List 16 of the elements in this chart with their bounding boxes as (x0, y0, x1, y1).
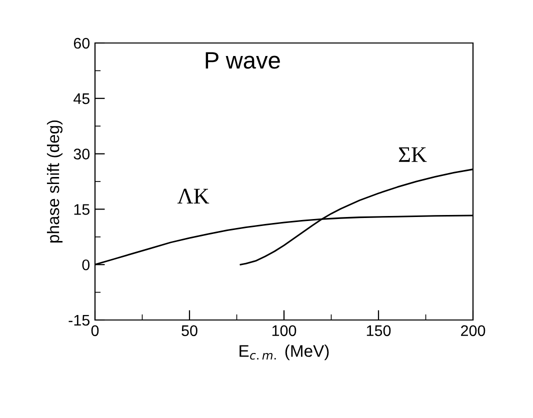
series-label: ΛK (177, 188, 210, 204)
y-tick-label: -15 (68, 315, 90, 326)
y-tick-label: 60 (74, 38, 90, 49)
x-tick-label: 0 (91, 325, 99, 336)
chart-title: P wave (206, 52, 280, 69)
x-tick-label: 200 (461, 325, 486, 336)
x-tick-label: 150 (366, 325, 391, 336)
y-tick-label: 15 (74, 204, 90, 215)
x-tick-label: 50 (182, 325, 198, 336)
y-tick-label: 45 (74, 93, 90, 104)
y-tick-label: 30 (74, 148, 90, 160)
y-tick-label: 0 (82, 259, 90, 270)
y-axis-title: phase shift (deg) (46, 120, 63, 242)
series-label: ΣK (398, 147, 427, 162)
x-tick-label: 100 (272, 325, 296, 336)
x-axis-title: E$_{c.m.}$ (MeV) (240, 344, 329, 360)
